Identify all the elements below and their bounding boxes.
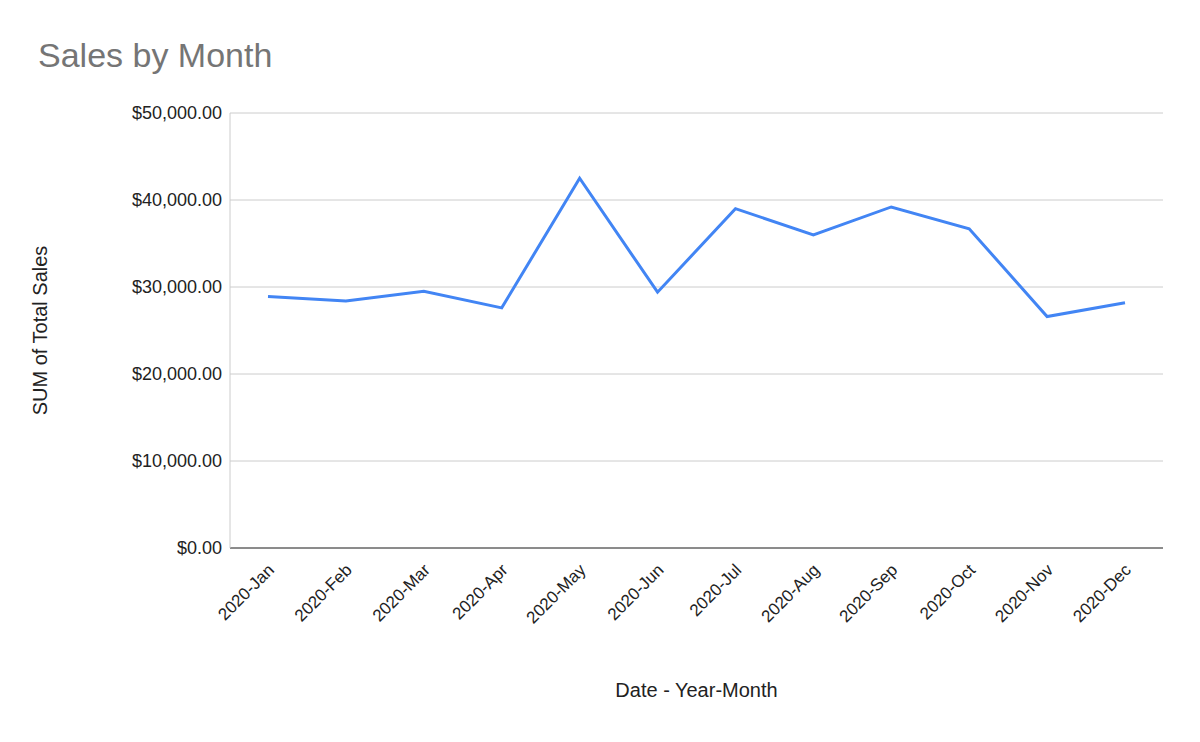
svg-text:2020-Dec: 2020-Dec [1069, 560, 1135, 626]
svg-text:$40,000.00: $40,000.00 [132, 190, 222, 210]
svg-text:2020-Apr: 2020-Apr [449, 560, 512, 623]
svg-text:$30,000.00: $30,000.00 [132, 277, 222, 297]
svg-text:2020-Mar: 2020-Mar [369, 560, 434, 625]
svg-text:$10,000.00: $10,000.00 [132, 451, 222, 471]
html-text:Sales by Month: Sales by Month [38, 36, 273, 74]
svg-text:SUM of Total Sales: SUM of Total Sales [29, 246, 51, 416]
svg-text:2020-Jul: 2020-Jul [686, 560, 746, 620]
svg-text:2020-Feb: 2020-Feb [291, 560, 356, 625]
svg-text:2020-May: 2020-May [523, 560, 590, 627]
svg-text:Date - Year-Month: Date - Year-Month [615, 679, 777, 701]
svg-text:$20,000.00: $20,000.00 [132, 364, 222, 384]
svg-text:2020-Aug: 2020-Aug [758, 560, 824, 626]
svg-text:2020-Jun: 2020-Jun [604, 560, 668, 624]
svg-text:$0.00: $0.00 [177, 538, 222, 558]
svg-text:2020-Nov: 2020-Nov [991, 560, 1057, 626]
svg-text:2020-Oct: 2020-Oct [916, 560, 979, 623]
svg-text:2020-Sep: 2020-Sep [836, 560, 902, 626]
svg-text:$50,000.00: $50,000.00 [132, 103, 222, 123]
svg-text:2020-Jan: 2020-Jan [214, 560, 278, 624]
